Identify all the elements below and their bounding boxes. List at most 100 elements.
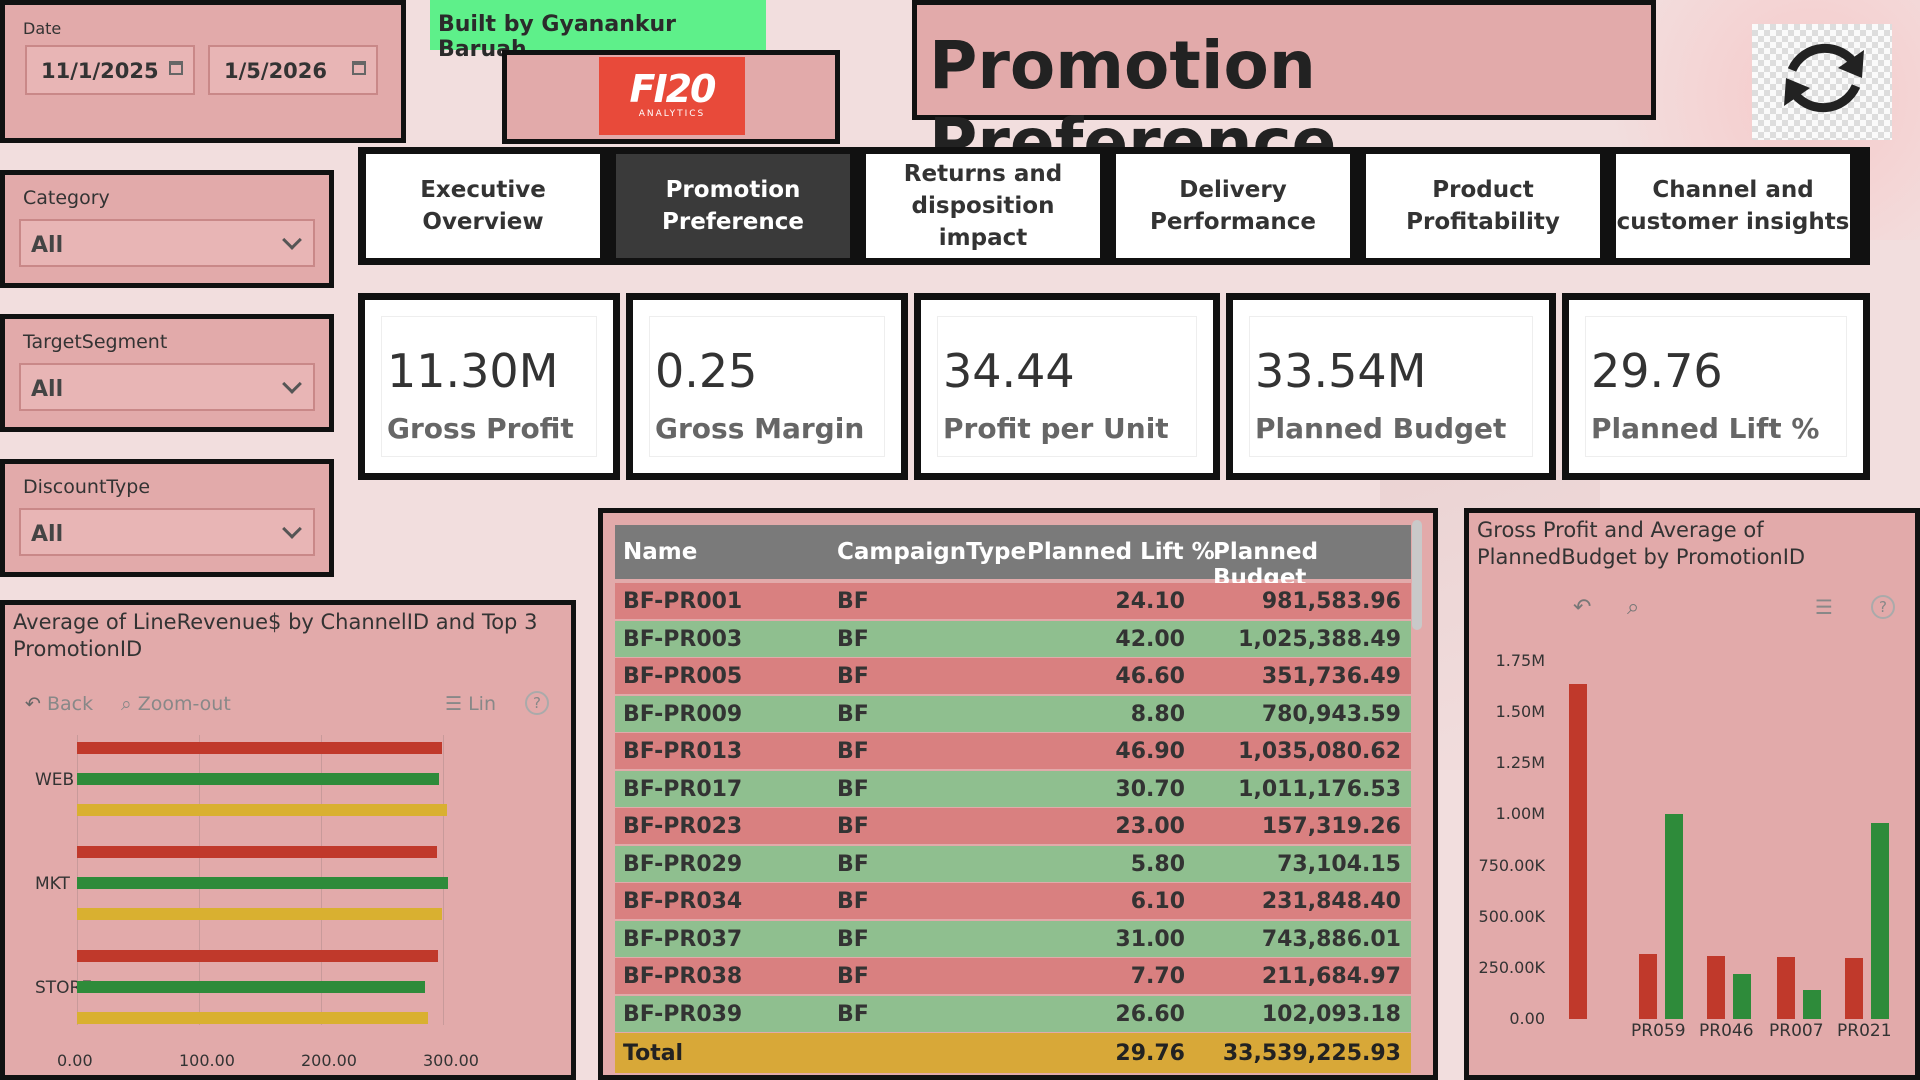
refresh-button[interactable] <box>1752 24 1892 140</box>
cell-name: BF-PR009 <box>623 701 743 727</box>
table-row[interactable]: BF-PR003 BF 42.00 1,025,388.49 <box>615 620 1411 657</box>
chart-bar <box>77 981 425 993</box>
kpi-label: Planned Lift % <box>1591 412 1820 445</box>
x-axis-tick-label: PR007 <box>1769 1021 1824 1041</box>
table-row[interactable]: BF-PR001 BF 24.10 981,583.96 <box>615 583 1411 619</box>
chart-bar <box>1733 973 1751 1019</box>
tab-product-profitability[interactable]: Product Profitability <box>1366 154 1600 258</box>
target-segment-dropdown[interactable]: All <box>19 363 315 411</box>
table-row[interactable]: BF-PR034 BF 6.10 231,848.40 <box>615 883 1411 919</box>
back-icon: ↶ <box>25 693 41 715</box>
kpi-card-inner <box>1585 316 1847 457</box>
zoom-out-button[interactable]: ⌕ <box>1627 595 1639 620</box>
cell-planned-budget: 743,886.01 <box>1261 926 1401 952</box>
help-icon: ? <box>533 694 541 712</box>
chart-bar <box>1871 822 1889 1019</box>
back-icon: ↶ <box>1573 595 1592 620</box>
x-axis-tick-label: PR059 <box>1631 1021 1686 1041</box>
cell-planned-budget: 1,025,388.49 <box>1238 626 1401 652</box>
table-scrollbar[interactable] <box>1412 520 1422 630</box>
date-slicer-label: Date <box>23 19 62 38</box>
y-axis-tick-label: 1.50M <box>1495 702 1545 722</box>
cell-planned-lift: 7.70 <box>1130 964 1185 989</box>
tab-executive-overview[interactable]: Executive Overview <box>366 154 600 258</box>
column-header-name[interactable]: Name <box>623 539 698 565</box>
table-row[interactable]: BF-PR023 BF 23.00 157,319.26 <box>615 808 1411 844</box>
cell-name: BF-PR038 <box>623 964 743 989</box>
logo-subtext: ANALYTICS <box>638 109 706 119</box>
cell-planned-budget: 211,684.97 <box>1261 964 1401 989</box>
kpi-card-inner <box>937 316 1197 457</box>
end-date-input[interactable]: 1/5/2026 <box>208 45 378 95</box>
zoom-out-button[interactable]: ⌕ Zoom-out <box>121 693 231 715</box>
x-axis-tick-label: 300.00 <box>423 1051 479 1070</box>
cell-name: BF-PR005 <box>623 664 743 689</box>
x-axis-tick-label: PR021 <box>1837 1021 1892 1041</box>
legend-label: Lin <box>468 693 496 715</box>
calendar-icon[interactable] <box>169 61 183 75</box>
table-row[interactable]: BF-PR017 BF 30.70 1,011,176.53 <box>615 770 1411 807</box>
date-slicer: Date 11/1/2025 1/5/2026 <box>0 0 406 143</box>
table-row[interactable]: BF-PR039 BF 26.60 102,093.18 <box>615 995 1411 1032</box>
table-row[interactable]: BF-PR009 BF 8.80 780,943.59 <box>615 695 1411 732</box>
chart-bar <box>77 804 447 816</box>
tab-delivery-performance[interactable]: Delivery Performance <box>1116 154 1350 258</box>
kpi-label: Profit per Unit <box>943 412 1169 445</box>
table-row[interactable]: BF-PR037 BF 31.00 743,886.01 <box>615 920 1411 957</box>
tab-label: Product Profitability <box>1406 176 1560 235</box>
discount-type-slicer-label: DiscountType <box>23 476 151 498</box>
category-dropdown-value: All <box>31 233 64 258</box>
cell-planned-lift: 46.60 <box>1115 664 1185 689</box>
table-row[interactable]: BF-PR005 BF 46.60 351,736.49 <box>615 658 1411 694</box>
zoom-out-icon: ⌕ <box>121 693 132 715</box>
tab-label: Returns and disposition impact <box>903 160 1063 252</box>
cell-planned-budget: 981,583.96 <box>1261 589 1401 614</box>
legend-button[interactable]: ☰ Lin <box>445 693 496 715</box>
back-button[interactable]: ↶ <box>1573 595 1591 620</box>
y-axis-tick-label: MKT <box>35 874 70 894</box>
cell-planned-lift: 6.10 <box>1130 889 1185 914</box>
tab-channel-customer-insights[interactable]: Channel and customer insights <box>1616 154 1850 258</box>
cell-campaign-type: BF <box>837 851 869 877</box>
category-dropdown[interactable]: All <box>19 219 315 267</box>
table-row[interactable]: BF-PR013 BF 46.90 1,035,080.62 <box>615 733 1411 769</box>
cell-name: BF-PR013 <box>623 739 743 764</box>
y-axis-tick-label: 1.75M <box>1495 651 1545 670</box>
x-axis-tick-label: 100.00 <box>179 1051 235 1070</box>
kpi-card-profit-per-unit: 34.44 Profit per Unit <box>914 293 1220 480</box>
column-header-planned-lift[interactable]: Planned Lift % <box>1027 539 1215 565</box>
table-row[interactable]: BF-PR038 BF 7.70 211,684.97 <box>615 958 1411 994</box>
cell-campaign-type: BF <box>837 589 869 614</box>
cell-planned-lift: 31.00 <box>1115 926 1185 952</box>
cell-planned-lift: 42.00 <box>1115 626 1185 652</box>
chart-bar <box>1845 957 1863 1019</box>
end-date-value: 1/5/2026 <box>224 59 328 83</box>
list-icon: ☰ <box>445 693 463 715</box>
discount-type-slicer: DiscountType All <box>0 459 334 577</box>
cell-name: BF-PR023 <box>623 814 743 839</box>
cell-planned-budget: 73,104.15 <box>1277 851 1401 877</box>
tab-promotion-preference[interactable]: Promotion Preference <box>616 154 850 258</box>
chart-bar <box>77 877 448 889</box>
chart-bar <box>77 908 442 920</box>
cell-planned-budget: 102,093.18 <box>1261 1001 1401 1027</box>
back-button[interactable]: ↶ Back <box>25 693 93 715</box>
start-date-value: 11/1/2025 <box>41 59 159 83</box>
legend-button[interactable]: ☰ <box>1815 595 1833 619</box>
column-header-campaign-type[interactable]: CampaignType <box>837 539 1027 565</box>
discount-type-dropdown[interactable]: All <box>19 508 315 556</box>
table-row[interactable]: BF-PR029 BF 5.80 73,104.15 <box>615 845 1411 882</box>
tab-returns-disposition[interactable]: Returns and disposition impact <box>866 154 1100 258</box>
chart-bar <box>1707 955 1725 1019</box>
chart-bar <box>77 950 439 962</box>
chart-bar <box>77 1012 429 1024</box>
start-date-input[interactable]: 11/1/2025 <box>25 45 195 95</box>
cell-planned-lift: 23.00 <box>1115 814 1185 839</box>
total-label: Total <box>623 1041 684 1066</box>
cell-planned-lift: 46.90 <box>1115 739 1185 764</box>
help-button[interactable]: ? <box>525 691 549 715</box>
help-button[interactable]: ? <box>1871 595 1895 619</box>
x-axis-tick-label: PR046 <box>1699 1021 1754 1041</box>
calendar-icon[interactable] <box>352 61 366 75</box>
zoom-out-icon: ⌕ <box>1627 595 1640 620</box>
